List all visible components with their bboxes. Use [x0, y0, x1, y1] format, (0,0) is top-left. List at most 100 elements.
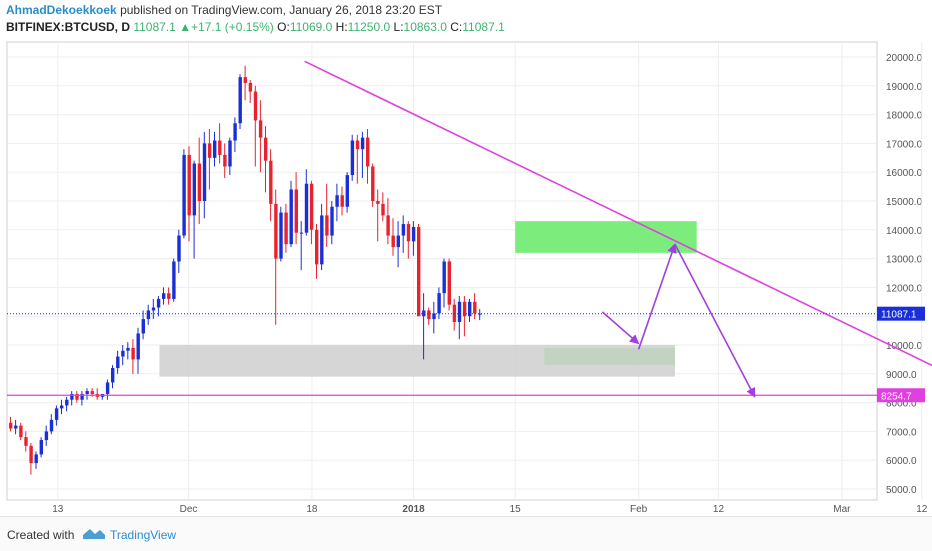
high-value: 11250.0 [347, 20, 391, 34]
candle-up [141, 319, 145, 334]
candle-down [243, 77, 247, 83]
candle-up [60, 405, 64, 409]
symbol-label: BITFINEX:BTCUSD, D [6, 20, 130, 34]
last-price-tag [877, 306, 925, 321]
candle-down [366, 137, 370, 167]
candle-up [432, 313, 436, 320]
candle-down [274, 203, 278, 259]
ohlc-line: BITFINEX:BTCUSD, D 11087.1 ▲+17.1 (+0.15… [6, 20, 505, 34]
candle-up [411, 226, 416, 242]
y-tick-label: 18000.0 [886, 111, 923, 122]
y-tick-label: 7000.0 [886, 427, 917, 438]
high-label: H: [335, 20, 348, 34]
candle-up [299, 232, 304, 234]
candle-up [304, 183, 309, 233]
candle-up [233, 123, 237, 141]
candle-up [396, 235, 400, 248]
candle-up [111, 368, 115, 383]
candle-up [162, 293, 166, 299]
candle-down [462, 301, 467, 317]
candle-down [309, 183, 314, 230]
candle-up [442, 261, 446, 294]
candle-up [289, 189, 293, 245]
candle-up [156, 298, 161, 308]
created-with-text: Created with [7, 528, 75, 542]
candle-up [330, 206, 334, 236]
publish-line: AhmadDekoekkoek published on TradingView… [6, 3, 442, 17]
support-zone [159, 345, 675, 377]
x-tick-label: Feb [630, 504, 648, 515]
x-tick-label: 13 [52, 504, 64, 515]
candle-up [468, 301, 472, 317]
y-tick-label: 5000.0 [886, 485, 917, 496]
candle-down [391, 235, 395, 248]
candle-down [258, 120, 263, 138]
candle-up [335, 195, 339, 207]
candle-down [376, 201, 380, 204]
y-tick-label: 15000.0 [886, 197, 923, 208]
candle-up [422, 310, 426, 317]
candle-down [218, 140, 222, 155]
candle-up [121, 350, 125, 357]
low-value: 10863.0 [403, 20, 447, 34]
tradingview-brand-link[interactable]: TradingView [110, 528, 177, 542]
candle-up [49, 419, 54, 432]
x-tick-label: 2018 [402, 504, 425, 515]
y-tick-label: 9000.0 [886, 370, 917, 381]
y-tick-label: 20000.0 [886, 53, 923, 64]
candle-down [417, 226, 421, 317]
candle-down [264, 137, 268, 161]
candle-up [172, 261, 176, 299]
y-tick-label: 12000.0 [886, 283, 923, 294]
candle-up [320, 215, 324, 265]
candle-down [315, 229, 319, 265]
candle-down [24, 437, 28, 446]
chart-header: AhmadDekoekkoek published on TradingView… [0, 0, 932, 40]
price-chart[interactable]: 20000.0 19000.0 18000.0 17000.0 16000.0 15000… [0, 0, 932, 516]
resistance-zone [515, 221, 697, 253]
x-tick-label: Dec [180, 504, 198, 515]
plot-frame [6, 41, 878, 501]
candle-down [294, 189, 298, 233]
candle-up [85, 391, 89, 394]
candle-down [75, 393, 79, 400]
candle-up [126, 347, 130, 351]
candle-up [70, 393, 74, 400]
candle-up [238, 77, 242, 124]
y-tick-label: 19000.0 [886, 82, 923, 93]
candle-up [401, 224, 406, 236]
candle-down [197, 163, 202, 201]
x-tick-label: Mar [833, 504, 851, 515]
candle-up [213, 140, 217, 158]
candle-up [228, 140, 232, 167]
candle-down [253, 91, 258, 121]
open-label: O: [277, 20, 290, 34]
support-price-label: 8254.7 [881, 391, 912, 402]
candle-up [350, 140, 355, 176]
candle-down [473, 301, 477, 314]
candle-down [269, 160, 273, 204]
y-tick-label: 14000.0 [886, 226, 923, 237]
candle-down [284, 212, 288, 245]
candle-up [34, 454, 38, 464]
candle-down [131, 347, 135, 360]
y-tick-label: 10000.0 [886, 341, 923, 352]
candle-down [187, 154, 191, 216]
candle-up [279, 212, 283, 259]
projection-arrow [601, 311, 640, 345]
published-text: published on TradingView.com, January 26… [120, 3, 443, 17]
author-link[interactable]: AhmadDekoekkoek [6, 3, 117, 17]
candle-down [447, 261, 451, 305]
open-value: 11069.0 [289, 20, 333, 34]
support-price-tag [877, 388, 925, 403]
candle-up [39, 440, 43, 455]
y-tick-label: 8000.0 [886, 399, 917, 410]
y-tick-label: 16000.0 [886, 168, 923, 179]
candle-down [207, 143, 212, 158]
tradingview-logo-icon [83, 529, 105, 539]
candle-up [105, 382, 110, 394]
candle-up [192, 163, 196, 216]
candle-down [340, 195, 344, 207]
candle-down [427, 310, 431, 320]
candle-up [151, 307, 156, 311]
